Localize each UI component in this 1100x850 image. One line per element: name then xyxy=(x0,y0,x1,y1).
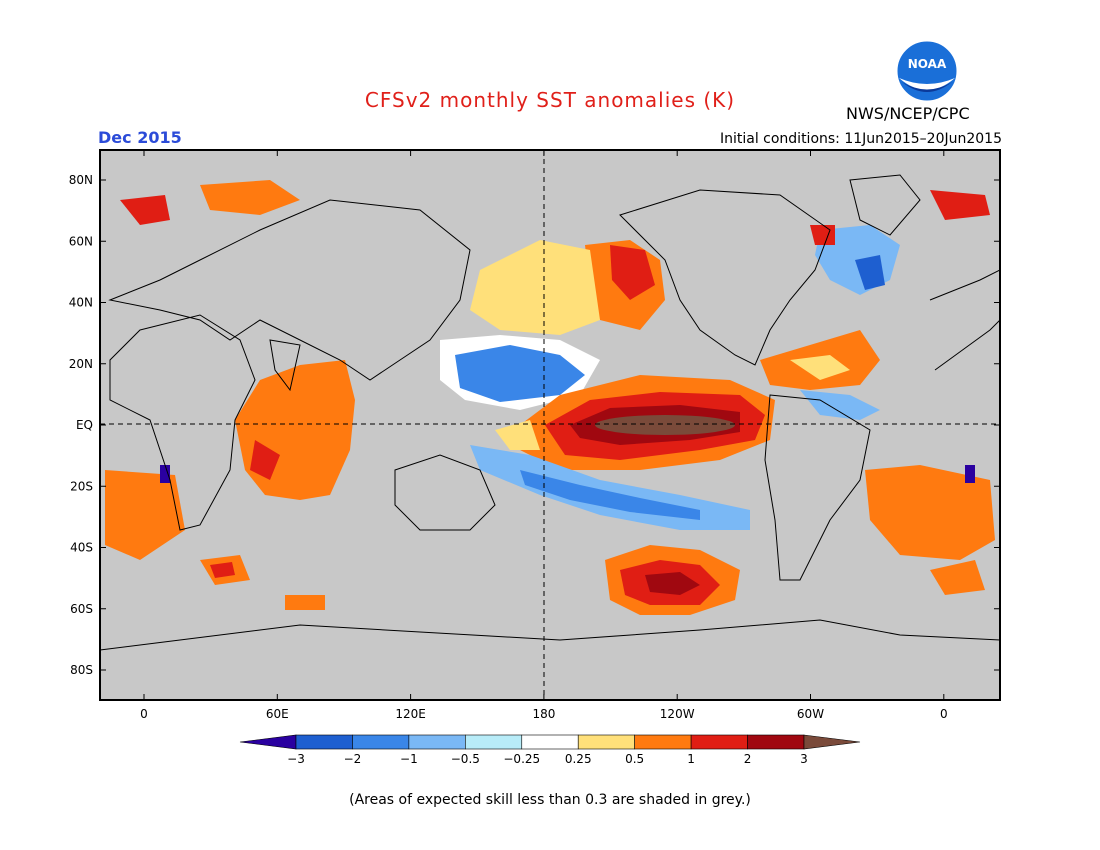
noaa-logo: NOAA xyxy=(896,40,958,106)
svg-text:NOAA: NOAA xyxy=(908,57,947,71)
colorbar-cell xyxy=(408,734,466,750)
colorbar-label: 0.5 xyxy=(625,752,644,766)
agency-label: NWS/NCEP/CPC xyxy=(846,104,970,123)
colorbar-label: 3 xyxy=(800,752,808,766)
colorbar-label: 0.25 xyxy=(565,752,592,766)
colorbar-cell xyxy=(803,734,861,750)
colorbar-cell xyxy=(577,734,635,750)
lon-label: 60E xyxy=(266,707,289,721)
lon-label: 0 xyxy=(140,707,148,721)
anomaly-field xyxy=(105,180,995,615)
lat-label: 20S xyxy=(70,479,93,493)
skill-footnote: (Areas of expected skill less than 0.3 a… xyxy=(349,792,751,808)
colorbar-label: −2 xyxy=(344,752,362,766)
colorbar-label: 1 xyxy=(687,752,695,766)
lat-label: 40N xyxy=(69,296,93,310)
colorbar: −3 −2 −1 −0.5 −0.25 0.25 0.5 1 2 3 xyxy=(239,734,861,766)
lon-label: 120E xyxy=(395,707,426,721)
lon-label: 0 xyxy=(940,707,948,721)
lat-label: 20N xyxy=(69,357,93,371)
colorbar-cell xyxy=(295,734,353,750)
colorbar-label: −0.5 xyxy=(451,752,480,766)
colorbar-cell xyxy=(690,734,748,750)
colorbar-label: −0.25 xyxy=(503,752,540,766)
colorbar-cell xyxy=(352,734,410,750)
lat-label: 60N xyxy=(69,234,93,248)
colorbar-label: 2 xyxy=(744,752,752,766)
colorbar-cell xyxy=(521,734,579,750)
lon-label: 60W xyxy=(797,707,824,721)
lon-label: 180 xyxy=(532,707,555,721)
map-title: CFSv2 monthly SST anomalies (K) xyxy=(364,88,736,112)
initial-conditions: Initial conditions: 11Jun2015–20Jun2015 xyxy=(719,131,1002,147)
lat-label: EQ xyxy=(76,418,93,432)
lat-label: 40S xyxy=(70,541,93,555)
lon-label: 120W xyxy=(660,707,695,721)
colorbar-cell xyxy=(465,734,523,750)
latitude-axis: 80N 60N 40N 20N EQ 20S 40S 60S 80S xyxy=(69,173,1000,677)
lat-label: 80S xyxy=(70,663,93,677)
colorbar-cell xyxy=(239,734,297,750)
colorbar-cell xyxy=(634,734,692,750)
forecast-month: Dec 2015 xyxy=(98,128,182,147)
colorbar-label: −1 xyxy=(400,752,418,766)
lat-label: 60S xyxy=(70,602,93,616)
lat-label: 80N xyxy=(69,173,93,187)
coastlines xyxy=(100,174,1000,651)
colorbar-cell xyxy=(747,734,805,750)
longitude-axis: 0 60E 120E 180 120W 60W 0 xyxy=(140,150,948,721)
colorbar-label: −3 xyxy=(287,752,305,766)
